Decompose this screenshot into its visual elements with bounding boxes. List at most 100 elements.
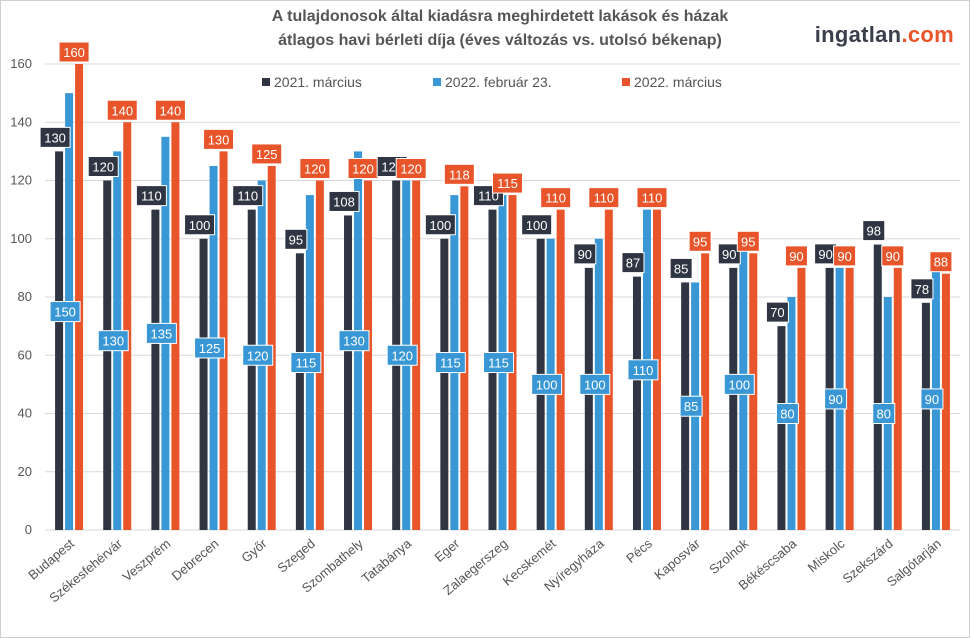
data-label-box xyxy=(872,403,896,424)
data-label-box xyxy=(483,352,514,374)
legend-marker xyxy=(262,78,270,86)
data-label: 100 xyxy=(429,218,451,233)
legend-marker xyxy=(622,78,630,86)
data-label-box xyxy=(135,185,167,207)
y-tick-label: 20 xyxy=(18,464,32,479)
bar xyxy=(55,151,64,530)
data-label: 100 xyxy=(536,377,558,392)
bar xyxy=(941,273,950,530)
data-label-box xyxy=(434,352,466,374)
data-label: 110 xyxy=(237,189,258,204)
data-label: 85 xyxy=(674,261,688,276)
data-label-box xyxy=(784,245,808,267)
bar xyxy=(123,122,132,530)
data-label-box xyxy=(775,403,799,424)
legend-marker xyxy=(433,78,441,86)
x-tick-label: Szeged xyxy=(274,536,317,576)
x-tick-label: Veszprém xyxy=(119,536,173,585)
x-tick-label: Győr xyxy=(238,535,270,565)
data-label: 135 xyxy=(151,326,173,341)
x-tick-label: Miskolc xyxy=(805,535,848,575)
data-label-box xyxy=(424,214,456,236)
data-label: 110 xyxy=(593,191,614,206)
data-label-box xyxy=(194,337,226,359)
data-label: 95 xyxy=(741,234,755,249)
data-label: 78 xyxy=(915,282,929,297)
data-label: 87 xyxy=(626,256,640,271)
y-tick-label: 100 xyxy=(10,231,32,246)
bar xyxy=(777,326,786,530)
bar xyxy=(556,209,565,530)
data-label: 130 xyxy=(44,130,66,145)
data-label: 120 xyxy=(391,348,413,363)
data-label-box xyxy=(386,344,418,366)
data-label-box xyxy=(290,352,322,374)
x-tick-label: Eger xyxy=(432,535,463,565)
data-label-box xyxy=(833,245,857,267)
data-label: 100 xyxy=(189,218,211,233)
legend-label: 2022. március xyxy=(634,74,722,90)
data-label-box xyxy=(736,230,760,252)
x-tick-label: Salgótarján xyxy=(884,536,944,590)
bar xyxy=(921,302,930,530)
y-tick-label: 0 xyxy=(25,522,32,537)
bar xyxy=(604,209,613,530)
data-label: 118 xyxy=(449,167,470,182)
logo-suffix: .com xyxy=(901,22,954,47)
data-label: 100 xyxy=(526,218,548,233)
bar xyxy=(247,209,256,530)
chart-title-line-1: A tulajdonosok által kiadásra meghirdete… xyxy=(271,8,729,25)
data-label: 90 xyxy=(925,392,939,407)
data-label: 160 xyxy=(63,45,85,60)
chart-title-line-2: átlagos havi bérleti díja (éves változás… xyxy=(278,32,722,49)
bar xyxy=(845,267,854,530)
data-label-box xyxy=(765,301,789,323)
data-label-box xyxy=(717,243,741,265)
data-label: 88 xyxy=(934,255,948,270)
bar xyxy=(151,209,160,530)
bar xyxy=(295,253,304,530)
data-label: 130 xyxy=(343,334,365,349)
x-tick-label: Szolnok xyxy=(706,535,751,577)
data-label-box xyxy=(87,156,119,177)
data-label: 100 xyxy=(728,377,750,392)
data-label-box xyxy=(688,230,712,252)
data-label-box xyxy=(881,245,905,267)
x-tick-label: Kaposvár xyxy=(651,535,703,582)
data-label-box xyxy=(588,187,620,209)
data-label-box xyxy=(443,163,475,185)
data-label: 115 xyxy=(296,356,317,371)
bar xyxy=(701,253,710,530)
data-label: 90 xyxy=(837,249,851,264)
bar xyxy=(103,180,112,530)
data-label-box xyxy=(338,330,370,352)
data-label: 90 xyxy=(789,249,803,264)
data-label: 108 xyxy=(333,194,355,209)
data-label: 150 xyxy=(54,305,76,320)
data-label-box xyxy=(573,243,597,265)
data-label-box xyxy=(154,99,186,121)
data-label: 110 xyxy=(642,191,663,206)
data-label: 90 xyxy=(722,247,736,262)
data-label: 100 xyxy=(584,377,606,392)
data-label-box xyxy=(531,373,563,395)
data-label-box xyxy=(251,143,283,165)
data-label: 95 xyxy=(693,234,707,249)
data-label-box xyxy=(636,187,668,209)
data-label: 120 xyxy=(352,162,374,177)
data-label-box xyxy=(579,373,611,395)
data-label-box xyxy=(284,228,308,250)
data-label-box xyxy=(929,251,953,273)
y-tick-label: 40 xyxy=(18,406,32,421)
data-label-box xyxy=(49,301,81,323)
data-label: 70 xyxy=(770,305,784,320)
y-tick-label: 120 xyxy=(10,173,32,188)
data-label-box xyxy=(395,158,427,179)
data-label-box xyxy=(920,388,944,410)
data-label: 90 xyxy=(886,249,900,264)
bar xyxy=(797,267,806,530)
data-label: 80 xyxy=(877,407,891,422)
data-label: 120 xyxy=(247,348,269,363)
data-label-box xyxy=(299,158,331,179)
